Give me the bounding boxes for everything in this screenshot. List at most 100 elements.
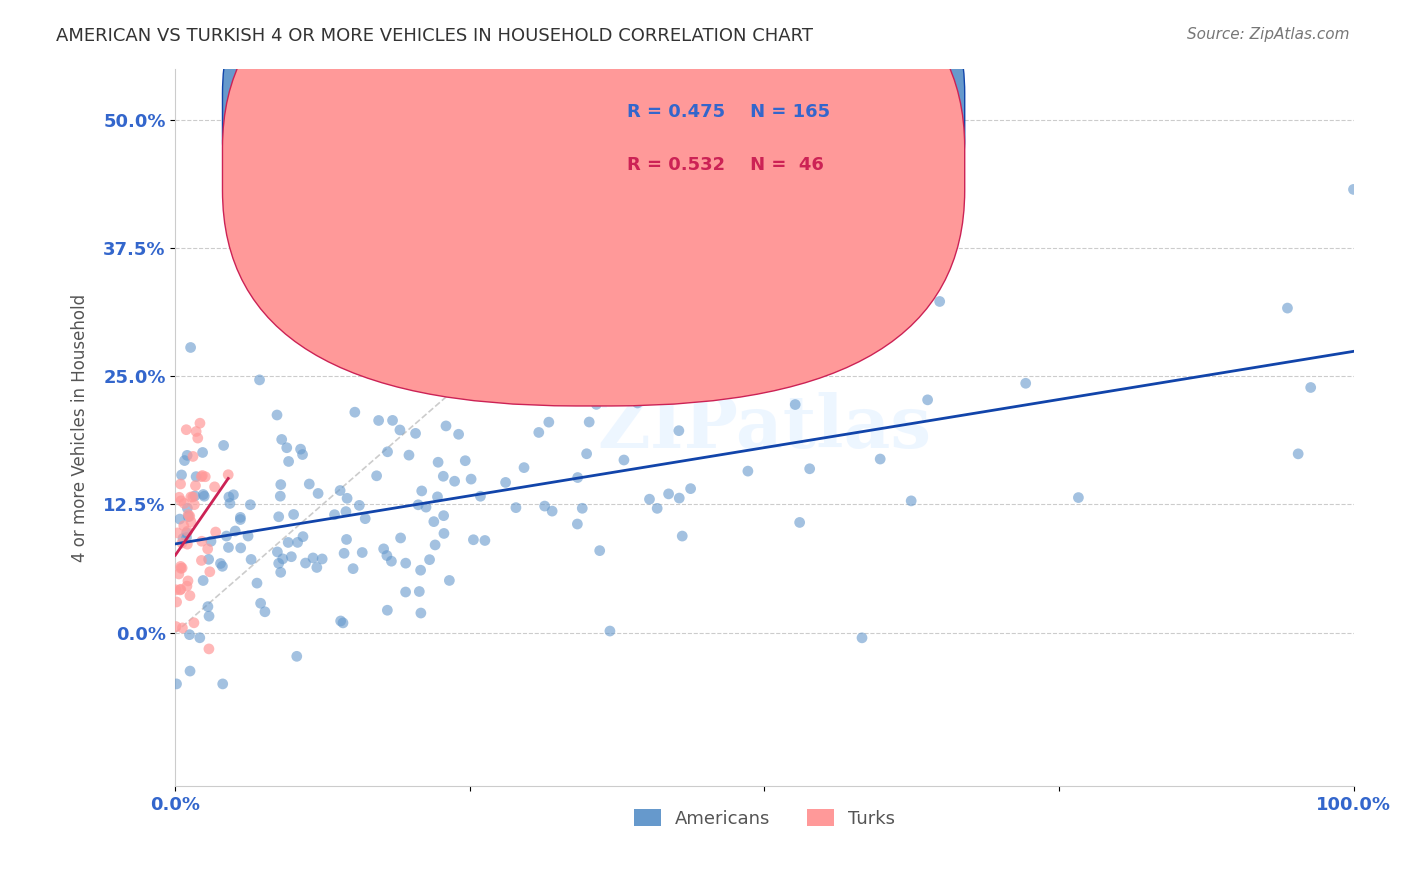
Americans (249, 373, 271, 387)
Americans (679, 482, 702, 496)
Americans (267, 509, 290, 524)
Americans (335, 505, 357, 519)
Americans (298, 477, 321, 491)
Americans (470, 489, 492, 503)
FancyBboxPatch shape (222, 0, 965, 406)
Americans (285, 649, 308, 664)
Americans (270, 477, 292, 491)
Turks (198, 565, 221, 579)
Americans (409, 606, 432, 620)
Americans (494, 373, 516, 387)
Americans (211, 677, 233, 691)
Americans (409, 563, 432, 577)
Americans (917, 392, 939, 407)
Americans (541, 504, 564, 518)
Turks (176, 579, 198, 593)
Turks (184, 478, 207, 492)
Americans (527, 425, 550, 440)
Turks (174, 423, 197, 437)
Americans (197, 552, 219, 566)
Turks (190, 534, 212, 549)
Americans (224, 524, 246, 538)
FancyBboxPatch shape (547, 72, 889, 209)
Americans (851, 631, 873, 645)
Turks (169, 582, 191, 597)
Americans (176, 501, 198, 516)
Americans (283, 508, 305, 522)
Americans (395, 556, 418, 570)
Americans (782, 274, 804, 288)
Americans (270, 566, 292, 580)
Turks (180, 515, 202, 529)
Americans (329, 614, 352, 628)
Americans (294, 556, 316, 570)
Americans (419, 552, 441, 566)
Text: ZIPatlas: ZIPatlas (598, 392, 932, 463)
Americans (332, 615, 354, 630)
Americans (200, 534, 222, 549)
Americans (869, 452, 891, 467)
Americans (405, 426, 427, 441)
Americans (474, 533, 496, 548)
Americans (389, 531, 412, 545)
Turks (167, 566, 190, 581)
Americans (333, 546, 356, 560)
Americans (495, 475, 517, 490)
Americans (253, 605, 276, 619)
Turks (176, 537, 198, 551)
Americans (287, 535, 309, 549)
Turks (172, 561, 194, 575)
Americans (184, 469, 207, 483)
Americans (731, 379, 754, 393)
Americans (184, 489, 207, 503)
Americans (533, 499, 555, 513)
Americans (671, 529, 693, 543)
Turks (183, 615, 205, 630)
Americans (589, 543, 612, 558)
Americans (426, 490, 449, 504)
Americans (240, 552, 263, 566)
Americans (626, 396, 648, 410)
Text: R = 0.475    N = 165: R = 0.475 N = 165 (627, 103, 830, 120)
Americans (311, 552, 333, 566)
Americans (737, 464, 759, 478)
Turks (197, 541, 219, 556)
Turks (170, 536, 193, 550)
Americans (415, 500, 437, 515)
Americans (375, 346, 398, 360)
Turks (183, 498, 205, 512)
Americans (177, 509, 200, 524)
Americans (433, 526, 456, 541)
Americans (193, 489, 215, 503)
Americans (575, 447, 598, 461)
Americans (439, 574, 461, 588)
Americans (191, 574, 214, 588)
Americans (246, 576, 269, 591)
Americans (366, 468, 388, 483)
Americans (249, 596, 271, 610)
Americans (373, 541, 395, 556)
Americans (602, 387, 624, 401)
Americans (668, 424, 690, 438)
Turks (169, 477, 191, 491)
Americans (197, 599, 219, 614)
Americans (169, 512, 191, 526)
Americans (433, 508, 456, 523)
Americans (613, 453, 636, 467)
Turks (170, 561, 193, 575)
Americans (454, 453, 477, 467)
Text: Source: ZipAtlas.com: Source: ZipAtlas.com (1187, 27, 1350, 42)
Americans (375, 603, 398, 617)
Turks (172, 621, 194, 635)
Americans (170, 467, 193, 482)
Turks (177, 508, 200, 522)
Turks (181, 450, 204, 464)
Turks (181, 490, 204, 504)
Americans (367, 413, 389, 427)
Americans (290, 442, 312, 457)
Turks (166, 525, 188, 540)
Americans (329, 483, 352, 498)
Americans (236, 529, 259, 543)
Americans (229, 510, 252, 524)
Turks (186, 425, 208, 439)
